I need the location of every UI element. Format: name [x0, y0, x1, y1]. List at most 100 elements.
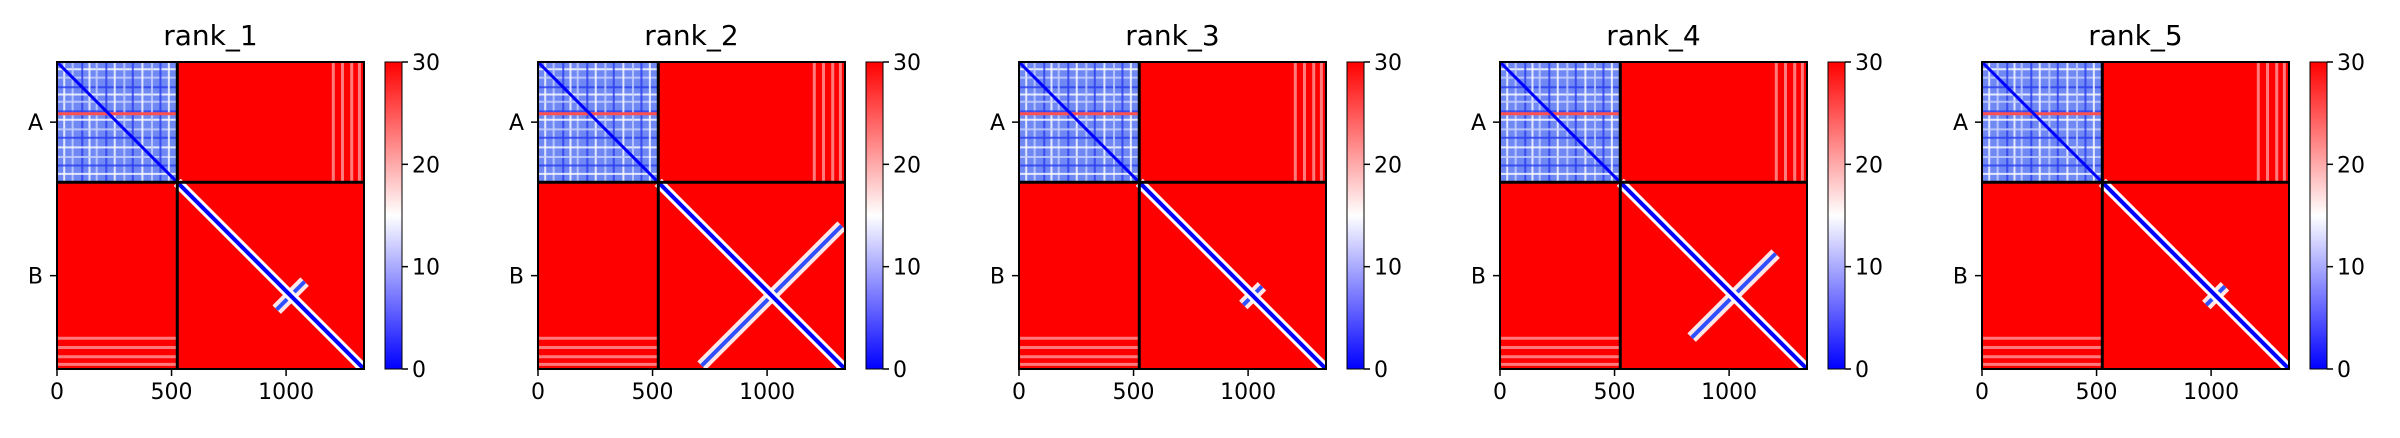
colorbar: 0 10 20 30 — [2309, 51, 2365, 383]
x-tick-label: 1000 — [739, 380, 795, 405]
pae-panel-1: rank_1 0 500 1000 A B 0 10 20 30 — [28, 19, 440, 405]
y-category-label: A — [1471, 111, 1486, 136]
y-category-label: B — [509, 265, 524, 290]
chain-b-diagonal — [175, 180, 364, 369]
y-category-label: A — [1953, 111, 1968, 136]
colorbar-gradient — [1827, 61, 1846, 370]
plot-frame — [1018, 61, 1327, 370]
colorbar-tick-label: 30 — [1374, 51, 1402, 76]
panel-title: rank_1 — [163, 19, 257, 52]
plot-frame — [537, 61, 846, 370]
colorbar: 0 10 20 30 — [384, 51, 440, 383]
chain-a-block — [538, 62, 660, 184]
x-tick-label: 1000 — [2183, 380, 2239, 405]
panel-title: rank_3 — [1125, 19, 1219, 52]
y-category-label: B — [1471, 265, 1486, 290]
y-category-label: A — [990, 111, 1005, 136]
interchain-texture — [1019, 62, 1323, 366]
colorbar-tick-label: 0 — [1374, 358, 1388, 383]
chain-a-block — [1019, 62, 1141, 184]
colorbar-tick-label: 0 — [893, 358, 907, 383]
plot-frame — [1981, 61, 2290, 370]
heatmap-area — [1500, 62, 1807, 369]
heatmap-area — [538, 62, 845, 369]
x-tick-label: 0 — [1012, 380, 1026, 405]
pae-panel-3: rank_3 0 500 1000 A B 0 10 20 30 — [990, 19, 1402, 405]
colorbar-tick-label: 30 — [412, 51, 440, 76]
chain-a-diagonal — [538, 62, 660, 184]
panel-title: rank_2 — [644, 19, 738, 52]
colorbar-gradient — [865, 61, 884, 370]
pae-panel-4: rank_4 0 500 1000 A B 0 10 20 30 — [1471, 19, 1883, 405]
colorbar-tick-label: 30 — [1855, 51, 1883, 76]
pae-panel-2: rank_2 0 500 1000 A B 0 10 20 30 — [509, 19, 921, 405]
chain-b-block — [1135, 178, 1326, 369]
x-tick-label: 500 — [2076, 380, 2118, 405]
x-tick-label: 500 — [151, 380, 193, 405]
colorbar: 0 10 20 30 — [865, 51, 921, 383]
colorbar-tick-label: 20 — [893, 153, 921, 178]
x-tick-label: 500 — [1594, 380, 1636, 405]
chain-b-diagonal — [2100, 180, 2289, 369]
x-tick-label: 0 — [1975, 380, 1989, 405]
colorbar-tick-label: 30 — [893, 51, 921, 76]
x-tick-label: 0 — [50, 380, 64, 405]
colorbar-gradient — [2309, 61, 2328, 370]
colorbar-tick-label: 10 — [1374, 256, 1402, 281]
heatmap-area — [1019, 62, 1326, 369]
interchain-texture — [1982, 62, 2286, 366]
panel-title: rank_5 — [2088, 19, 2182, 52]
y-category-label: B — [1953, 265, 1968, 290]
colorbar-tick-label: 20 — [1374, 153, 1402, 178]
chain-a-block — [57, 62, 179, 184]
x-tick-label: 500 — [1113, 380, 1155, 405]
chain-a-block — [1500, 62, 1622, 184]
x-tick-label: 1000 — [258, 380, 314, 405]
plot-frame — [56, 61, 365, 370]
colorbar-tick-label: 20 — [412, 153, 440, 178]
colorbar: 0 10 20 30 — [1827, 51, 1883, 383]
interchain-texture — [538, 62, 842, 366]
chain-a-diagonal — [57, 62, 179, 184]
heatmap-area — [57, 62, 364, 369]
chain-b-diagonal — [656, 180, 845, 369]
chain-b-block — [173, 178, 364, 369]
chain-a-diagonal — [1982, 62, 2104, 184]
colorbar-tick-label: 10 — [893, 256, 921, 281]
panel-title: rank_4 — [1606, 19, 1700, 52]
x-tick-label: 0 — [1493, 380, 1507, 405]
chain-b-block — [2098, 178, 2289, 369]
colorbar-tick-label: 20 — [1855, 153, 1883, 178]
x-tick-label: 500 — [632, 380, 674, 405]
heatmap-area — [1982, 62, 2289, 369]
colorbar-tick-label: 0 — [412, 358, 426, 383]
plot-frame — [1499, 61, 1808, 370]
chain-a-block — [1982, 62, 2104, 184]
colorbar-tick-label: 10 — [2337, 256, 2365, 281]
interchain-texture — [57, 62, 361, 366]
chain-b-diagonal — [1618, 180, 1807, 369]
x-tick-label: 0 — [531, 380, 545, 405]
y-category-label: B — [990, 265, 1005, 290]
colorbar-tick-label: 20 — [2337, 153, 2365, 178]
x-tick-label: 1000 — [1220, 380, 1276, 405]
y-category-label: B — [28, 265, 43, 290]
colorbar-gradient — [384, 61, 403, 370]
chain-a-diagonal — [1019, 62, 1141, 184]
colorbar-tick-label: 10 — [1855, 256, 1883, 281]
chain-b-block — [654, 178, 845, 369]
chain-b-block — [1616, 178, 1807, 369]
chain-a-diagonal — [1500, 62, 1622, 184]
pae-panel-5: rank_5 0 500 1000 A B 0 10 20 30 — [1953, 19, 2365, 405]
y-category-label: A — [28, 111, 43, 136]
colorbar-tick-label: 10 — [412, 256, 440, 281]
colorbar-tick-label: 30 — [2337, 51, 2365, 76]
colorbar-tick-label: 0 — [1855, 358, 1869, 383]
colorbar-gradient — [1346, 61, 1365, 370]
colorbar-tick-label: 0 — [2337, 358, 2351, 383]
chain-b-diagonal — [1137, 180, 1326, 369]
interchain-texture — [1500, 62, 1804, 366]
colorbar: 0 10 20 30 — [1346, 51, 1402, 383]
y-category-label: A — [509, 111, 524, 136]
